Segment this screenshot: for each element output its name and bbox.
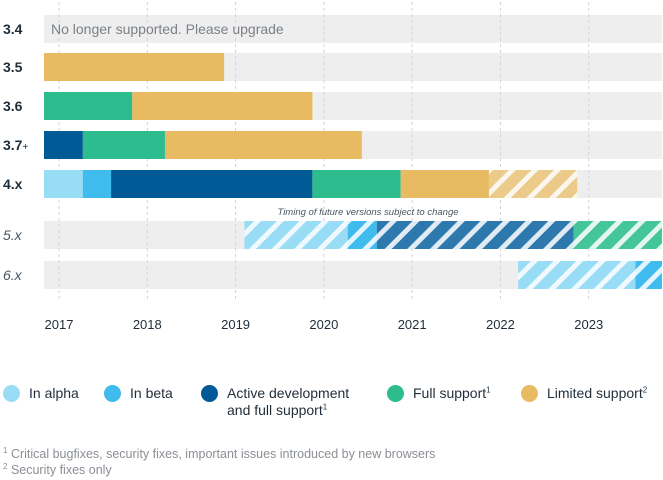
x-tick-label: 2022 [486, 317, 515, 332]
limited-swatch-icon [521, 385, 538, 402]
support-timeline-chart: No longer supported. Please upgrade 3.43… [3, 2, 662, 332]
bar-segment-beta [635, 261, 662, 289]
timeline-bars: No longer supported. Please upgrade [44, 21, 662, 289]
bar-segment-limited [44, 53, 225, 81]
legend: In alpha In beta Active development and f… [0, 385, 663, 425]
alpha-swatch-icon [3, 385, 20, 402]
bar-segment-full [82, 131, 165, 159]
active-swatch-icon [201, 385, 218, 402]
legend-label: Limited support2 [547, 385, 648, 401]
bar-segment-limited [132, 92, 313, 120]
bar-segment-full [312, 170, 401, 198]
row-note: No longer supported. Please upgrade [51, 21, 284, 37]
full-swatch-icon [387, 385, 404, 402]
x-tick-label: 2023 [574, 317, 603, 332]
future-timing-annotation: Timing of future versions subject to cha… [277, 207, 458, 218]
bar-segment-alpha [518, 261, 636, 289]
legend-label: Full support1 [413, 385, 491, 401]
legend-label: In alpha [29, 385, 79, 401]
x-tick-label: 2017 [45, 317, 74, 332]
row-label: 5.x [3, 227, 23, 243]
legend-item-active: Active development and full support1 [201, 385, 349, 419]
bar-segment-active [111, 170, 313, 198]
row-label: 3.5 [3, 59, 23, 75]
bar-segment-limited [164, 131, 362, 159]
x-tick-label: 2021 [398, 317, 427, 332]
row-label: 3.6 [3, 98, 23, 114]
footnotes: 1 Critical bugfixes, security fixes, imp… [3, 446, 435, 478]
x-axis-ticks: 2017 2018 2019 2020 2021 2022 2023 [45, 317, 604, 332]
row-label: 3.7+ [3, 137, 28, 153]
bar-segment-active [376, 221, 574, 249]
x-tick-label: 2020 [309, 317, 338, 332]
row-labels: 3.4 3.5 3.6 3.7+ 4.x 5.x 6.x [3, 21, 28, 283]
row-label-suffix: + [22, 142, 28, 153]
bar-segment-full [44, 92, 133, 120]
x-tick-label: 2019 [221, 317, 250, 332]
bar-segment-alpha [44, 170, 83, 198]
legend-label: Active development and full support1 [227, 385, 350, 418]
row-label: 3.4 [3, 21, 23, 37]
bar-segment-limited [488, 170, 578, 198]
bar-segment-alpha [244, 221, 348, 249]
row-label: 6.x [3, 267, 23, 283]
legend-item-alpha: In alpha [3, 385, 79, 402]
legend-label: In beta [130, 385, 173, 401]
bar-segment-beta [82, 170, 112, 198]
bar-segment-limited [400, 170, 489, 198]
bar-segment-active [44, 131, 83, 159]
legend-item-limited: Limited support2 [521, 385, 647, 402]
bar-segment-beta [347, 221, 377, 249]
beta-swatch-icon [104, 385, 121, 402]
footnote-2: 2 Security fixes only [3, 461, 112, 477]
x-tick-label: 2018 [133, 317, 162, 332]
bar-segment-full [573, 221, 662, 249]
footnote-1: 1 Critical bugfixes, security fixes, imp… [3, 445, 436, 461]
year-gridlines [58, 2, 590, 300]
legend-item-full: Full support1 [387, 385, 491, 402]
row-label: 4.x [3, 176, 23, 192]
legend-item-beta: In beta [104, 385, 173, 402]
